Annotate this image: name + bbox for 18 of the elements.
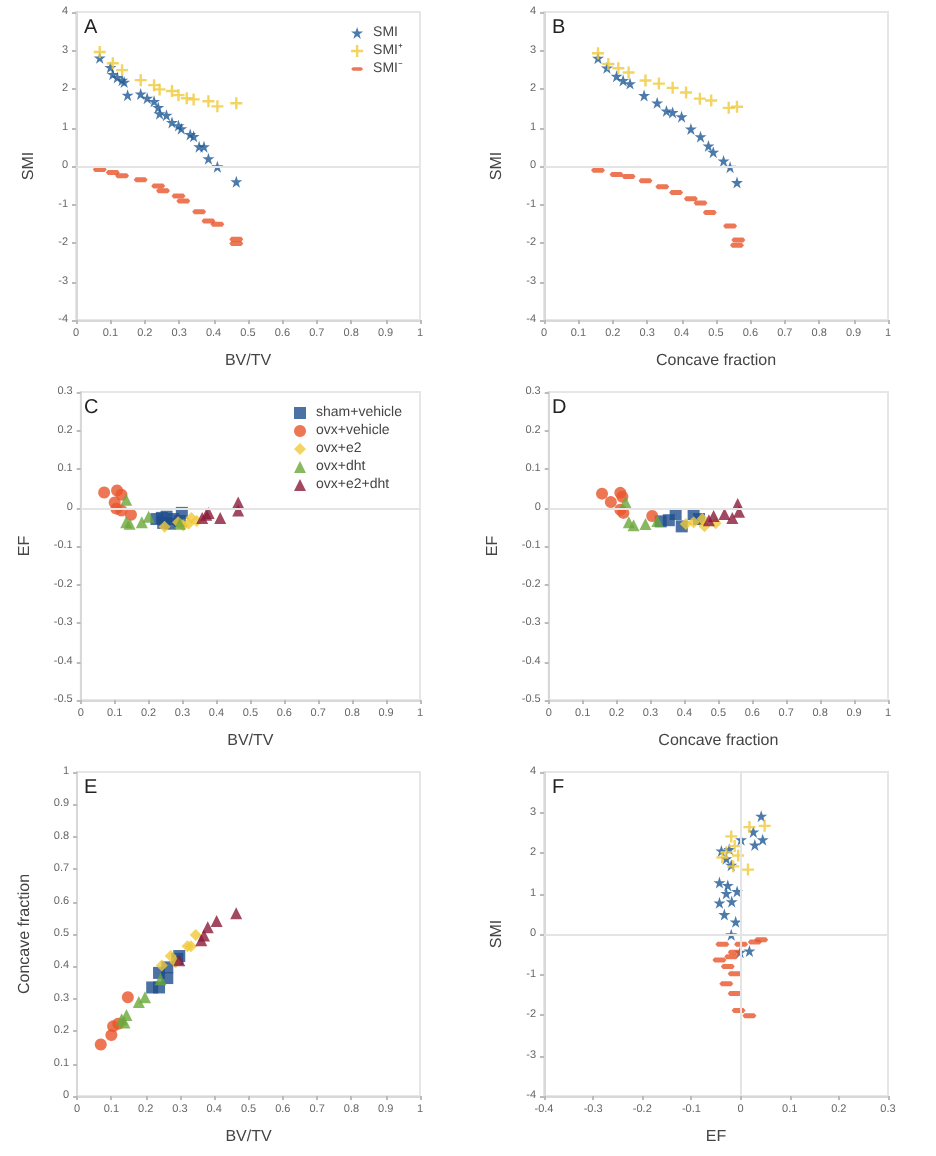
y-axis-title: EF	[15, 535, 33, 557]
y-axis-title: SMI	[487, 919, 506, 949]
annotation: A	[84, 17, 98, 39]
x-axis-title: BV/TV	[224, 351, 273, 369]
y-axis-title: Concave fraction	[15, 873, 33, 995]
y-axis-title: SMI	[487, 151, 506, 181]
annotation: D	[552, 397, 567, 419]
annotation: B	[552, 17, 566, 39]
x-axis-title: Concave fraction	[655, 351, 777, 369]
x-axis-title: BV/TV	[225, 1127, 273, 1145]
x-axis-title: BV/TV	[227, 731, 275, 749]
annotation: F	[552, 777, 565, 799]
annotation: C	[84, 397, 99, 419]
annotation: E	[84, 777, 98, 799]
y-axis-title: SMI	[19, 151, 38, 181]
x-axis-title: Concave fraction	[658, 731, 779, 749]
y-axis-title: EF	[483, 535, 501, 557]
x-axis-title: EF	[705, 1127, 727, 1145]
